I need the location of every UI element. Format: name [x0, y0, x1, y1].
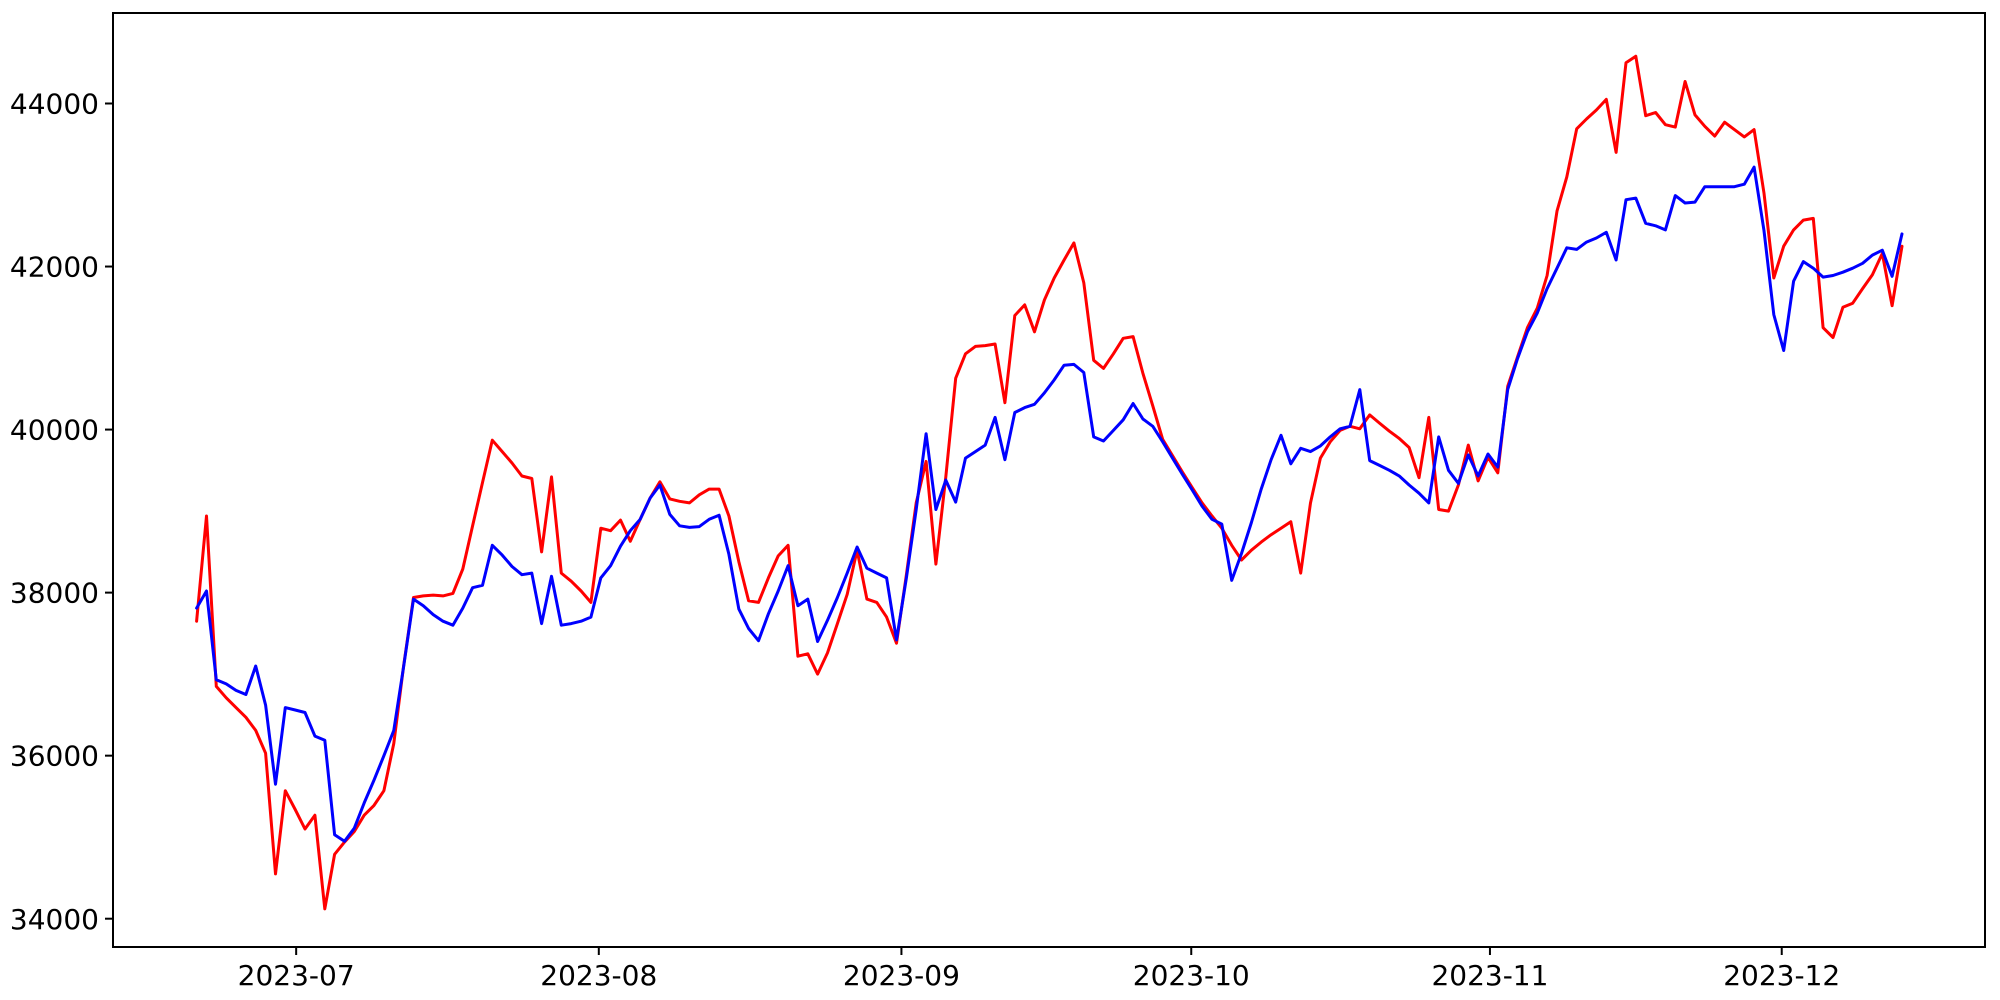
red-series-line [195, 54, 1904, 911]
x-tick-label: 2023-09 [843, 959, 960, 992]
x-tick-label: 2023-08 [540, 959, 657, 992]
y-tick-label: 36000 [10, 740, 99, 773]
x-tick-label: 2023-10 [1133, 959, 1250, 992]
x-tick-label: 2023-12 [1723, 959, 1840, 992]
x-tick-label: 2023-11 [1431, 959, 1548, 992]
x-tick-label: 2023-07 [238, 959, 355, 992]
y-tick-label: 42000 [10, 251, 99, 284]
y-tick-label: 40000 [10, 414, 99, 447]
blue-series-line [195, 165, 1904, 843]
y-tick-label: 44000 [10, 88, 99, 121]
y-tick-label: 38000 [10, 577, 99, 610]
plot-border [112, 12, 1986, 948]
y-tick-label: 34000 [10, 903, 99, 936]
